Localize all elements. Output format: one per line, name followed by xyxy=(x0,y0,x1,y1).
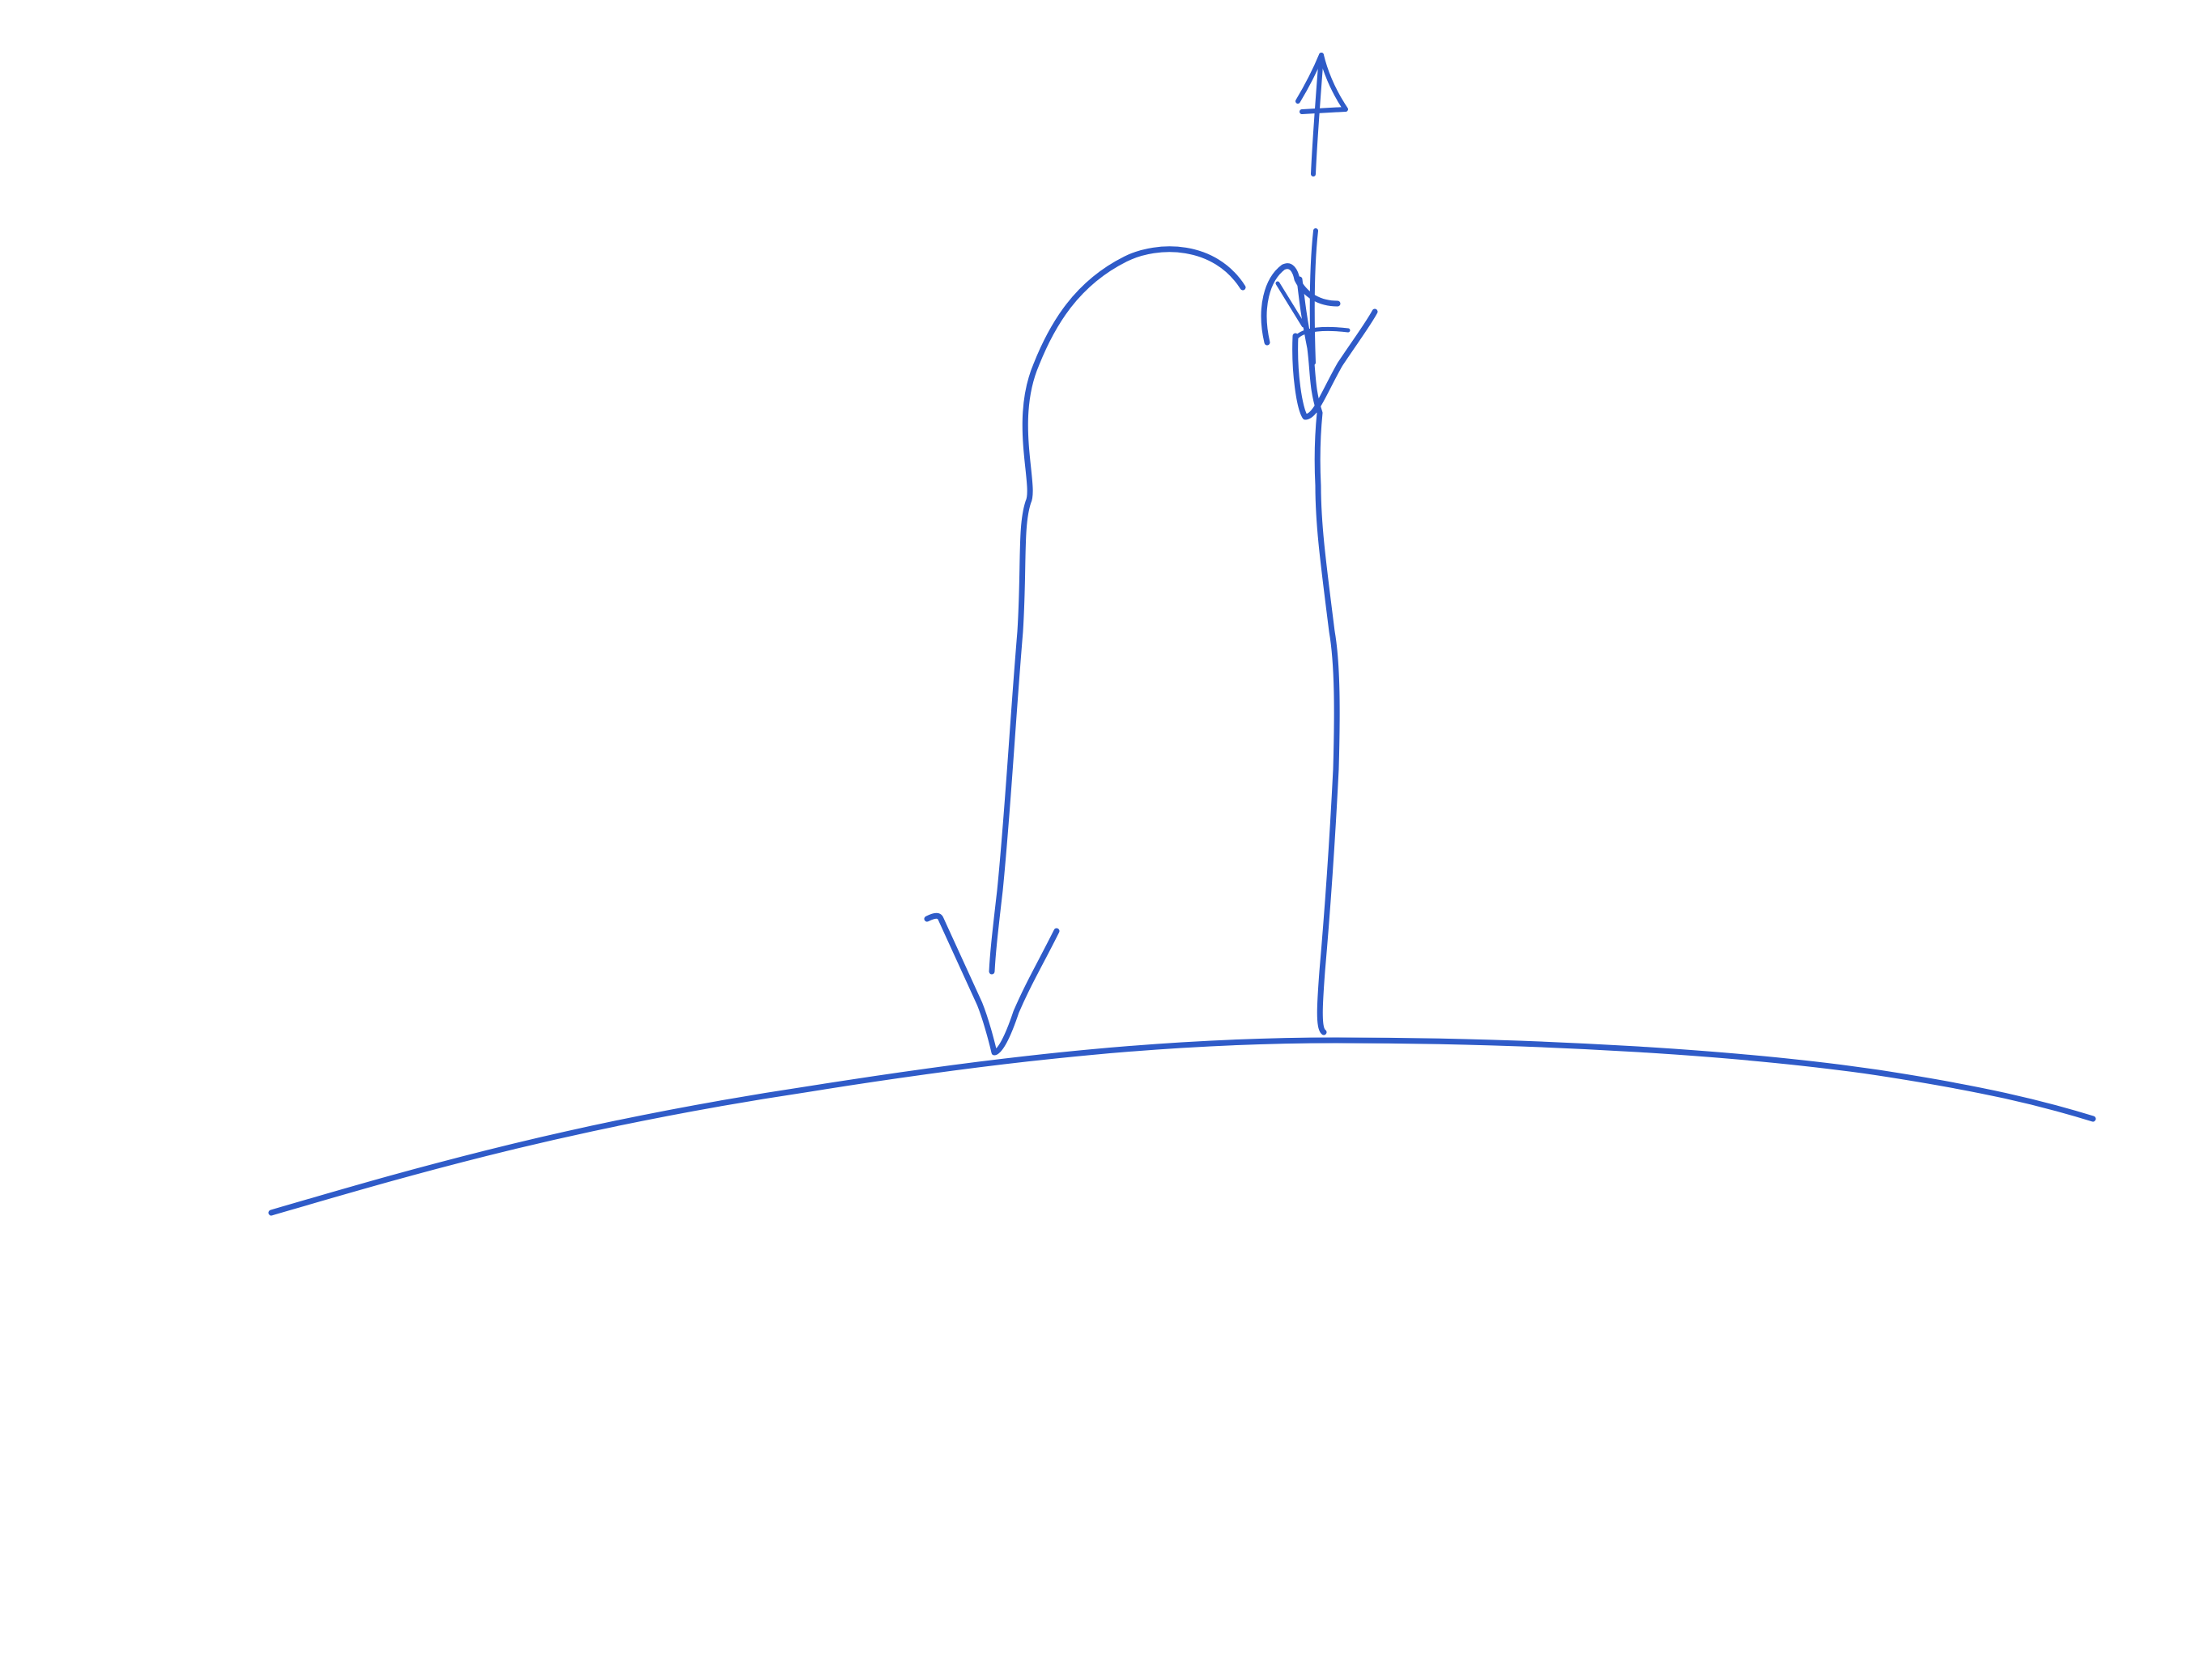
legend-down-arrow-crossbar xyxy=(1293,326,1351,341)
legend-up-arrow-shaft xyxy=(1311,53,1324,176)
descending-arrow-head xyxy=(924,912,1060,1056)
legend-down-arrow-shaft xyxy=(1309,228,1318,365)
legend-up-arrow-head xyxy=(1295,53,1348,114)
ground-curve-stroke xyxy=(268,1037,2096,1216)
ascending-arrow-head-inner xyxy=(1275,281,1306,328)
legend-down-arrow-head xyxy=(1292,308,1378,420)
ascending-arrow-shaft xyxy=(1296,276,1340,1035)
descending-arrow-shaft xyxy=(989,246,1246,975)
